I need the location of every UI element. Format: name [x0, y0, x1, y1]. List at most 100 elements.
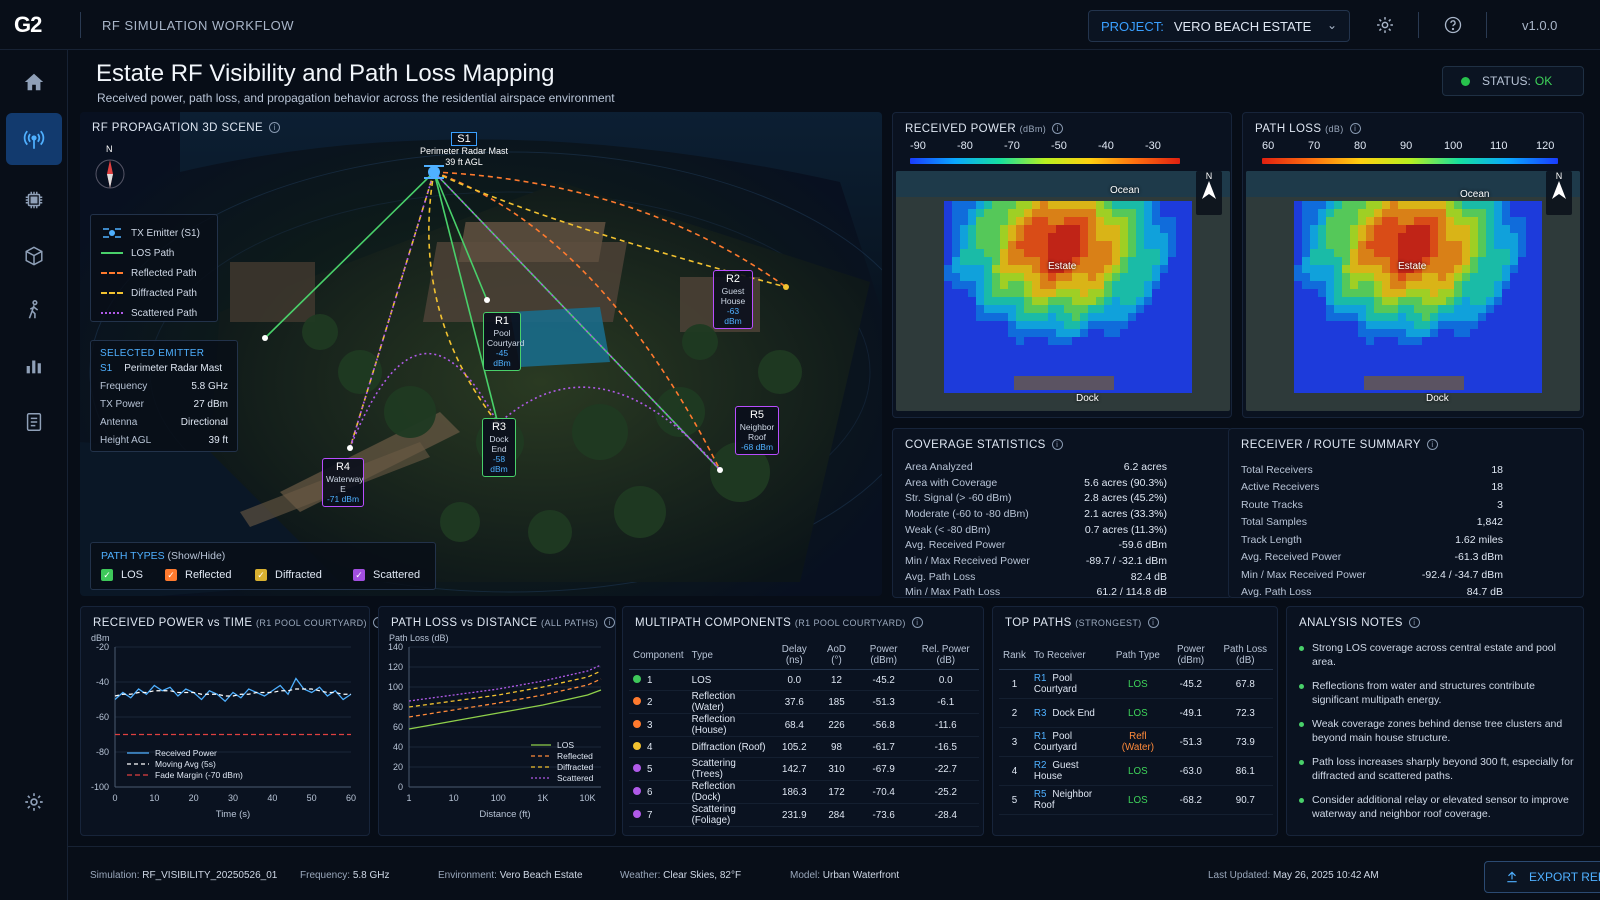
receiver-r5[interactable]: R5 Neighbor Roof -68 dBm — [735, 406, 779, 455]
info-icon[interactable]: i — [1147, 617, 1159, 628]
heat-cell — [1502, 329, 1510, 337]
receiver-r1[interactable]: R1 Pool Courtyard -45 dBm — [483, 312, 524, 371]
heat-cell — [1088, 297, 1096, 305]
table-row[interactable]: 2 Reflection (Water) 37.6 185 -51.3 -6.1 — [629, 690, 979, 714]
sidebar-item-agents[interactable] — [6, 284, 62, 336]
info-icon[interactable]: i — [1408, 617, 1420, 628]
heat-cell — [1478, 361, 1486, 369]
sidebar-item-rf[interactable] — [6, 113, 62, 165]
heat-cell — [1152, 209, 1160, 217]
power-cell: -45.2 — [1164, 669, 1218, 699]
export-report-button[interactable]: EXPORT REPORT — [1484, 861, 1600, 893]
heat-cell — [1080, 257, 1088, 265]
table-row[interactable]: 2 R3 Dock End LOS -49.1 72.3 — [999, 698, 1273, 728]
heat-cell — [1502, 281, 1510, 289]
table-row[interactable]: 1 R1 Pool Courtyard LOS -45.2 67.8 — [999, 669, 1273, 699]
path-loss-heatmap[interactable]: Ocean Estate Dock N — [1246, 171, 1580, 411]
sidebar-item-models[interactable] — [6, 230, 62, 282]
heat-cell — [1470, 209, 1478, 217]
info-icon[interactable]: i — [1349, 123, 1361, 134]
table-row[interactable]: 6 Reflection (Dock) 186.3 172 -70.4 -25.2 — [629, 780, 979, 804]
toggle-reflected[interactable]: ✓ Reflected — [165, 569, 231, 581]
info-icon[interactable]: i — [1051, 439, 1063, 450]
info-icon[interactable]: i — [1427, 439, 1438, 450]
table-row[interactable]: 5 R5 Neighbor Roof LOS -68.2 90.7 — [999, 785, 1273, 815]
info-icon[interactable]: i — [1052, 123, 1064, 134]
table-row[interactable]: 4 Diffraction (Roof) 105.2 98 -61.7 -16.5 — [629, 736, 979, 758]
heat-cell — [1358, 273, 1366, 281]
heat-cell — [1430, 297, 1438, 305]
receiver-name: Neighbor Roof — [1033, 789, 1093, 811]
heat-cell — [1318, 329, 1326, 337]
heat-cell — [1096, 225, 1104, 233]
received-power-heatmap[interactable]: Ocean Estate Dock N — [896, 171, 1230, 411]
sidebar-item-hardware[interactable] — [6, 174, 62, 226]
heat-cell — [1152, 217, 1160, 225]
sidebar-item-analytics[interactable] — [6, 340, 62, 392]
kv-value: Directional — [180, 416, 228, 428]
heat-cell — [1302, 241, 1310, 249]
heat-cell — [1534, 297, 1542, 305]
sidebar-item-settings[interactable] — [6, 776, 62, 828]
heat-cell — [1454, 329, 1462, 337]
heat-cell — [1048, 201, 1056, 209]
heatmap-canvas — [1246, 171, 1580, 411]
settings-button[interactable] — [1372, 12, 1398, 38]
heat-cell — [1310, 297, 1318, 305]
x-tick-label: 10 — [149, 793, 159, 803]
project-selector[interactable]: PROJECT: VERO BEACH ESTATE ⌄ — [1088, 10, 1350, 42]
table-row[interactable]: 7 Scattering (Foliage) 231.9 284 -73.6 -28.4 — [629, 803, 979, 827]
heat-cell — [1334, 257, 1342, 265]
toggle-diffracted[interactable]: ✓ Diffracted — [255, 569, 322, 581]
heat-cell — [1454, 201, 1462, 209]
toggle-scattered[interactable]: ✓ Scattered — [353, 569, 420, 581]
selected-emitter-name-row: S1 Perimeter Radar Mast — [100, 359, 228, 377]
receiver-r4[interactable]: R4 Waterway E -71 dBm — [322, 458, 364, 507]
received-power-vs-time-panel: RECEIVED POWER vs TIME (R1 POOL COURTYAR… — [80, 606, 384, 837]
heat-cell — [1294, 369, 1302, 377]
heat-cell — [1318, 209, 1326, 217]
heat-cell — [1160, 353, 1168, 361]
heat-cell — [1526, 209, 1534, 217]
y-tick-label: -40 — [96, 677, 109, 687]
sidebar-item-home[interactable] — [6, 56, 62, 108]
heat-cell — [1000, 297, 1008, 305]
info-icon[interactable]: i — [269, 122, 281, 133]
table-row[interactable]: 5 Scattering (Trees) 142.7 310 -67.9 -22.7 — [629, 757, 979, 781]
component-dot — [633, 763, 641, 772]
sidebar-item-reports[interactable] — [6, 396, 62, 448]
receiver-r3[interactable]: R3 Dock End -58 dBm — [482, 418, 516, 477]
receiver-r2[interactable]: R2 Guest House -63 dBm — [713, 270, 753, 329]
help-button[interactable] — [1440, 12, 1466, 38]
heat-cell — [1032, 353, 1040, 361]
heat-cell — [1494, 217, 1502, 225]
toggle-los[interactable]: ✓ LOS — [101, 569, 143, 581]
table-row[interactable]: 4 R2 Guest House LOS -63.0 86.1 — [999, 756, 1273, 786]
x-tick-label: 10 — [449, 793, 459, 803]
emitter-label[interactable]: S1 Perimeter Radar Mast 39 ft AGL — [416, 132, 512, 168]
table-row[interactable]: 3 Reflection (House) 68.4 226 -56.8 -11.6 — [629, 713, 979, 737]
heat-cell — [1406, 345, 1414, 353]
table-row[interactable]: 1 LOS 0.0 12 -45.2 0.0 — [629, 669, 979, 691]
heat-cell — [960, 201, 968, 209]
heat-cell — [1430, 225, 1438, 233]
aod-cell: 12 — [818, 669, 855, 691]
heat-cell — [1152, 385, 1160, 393]
heat-cell — [1096, 329, 1104, 337]
info-icon[interactable]: i — [604, 617, 616, 628]
heat-cell — [1366, 225, 1374, 233]
heat-cell — [1120, 273, 1128, 281]
info-icon[interactable]: i — [911, 617, 923, 628]
heat-cell — [1414, 249, 1422, 257]
heat-cell — [1326, 273, 1334, 281]
heat-cell — [1112, 241, 1120, 249]
table-row[interactable]: 3 R1 Pool Courtyard Refl (Water) -51.3 73.9 — [999, 727, 1273, 757]
heat-cell — [976, 313, 984, 321]
heat-cell — [984, 345, 992, 353]
heat-cell — [1168, 201, 1176, 209]
footer-simulation: Simulation: RF_VISIBILITY_20250526_01 — [90, 870, 277, 881]
heat-cell — [1128, 257, 1136, 265]
heat-cell — [1000, 353, 1008, 361]
